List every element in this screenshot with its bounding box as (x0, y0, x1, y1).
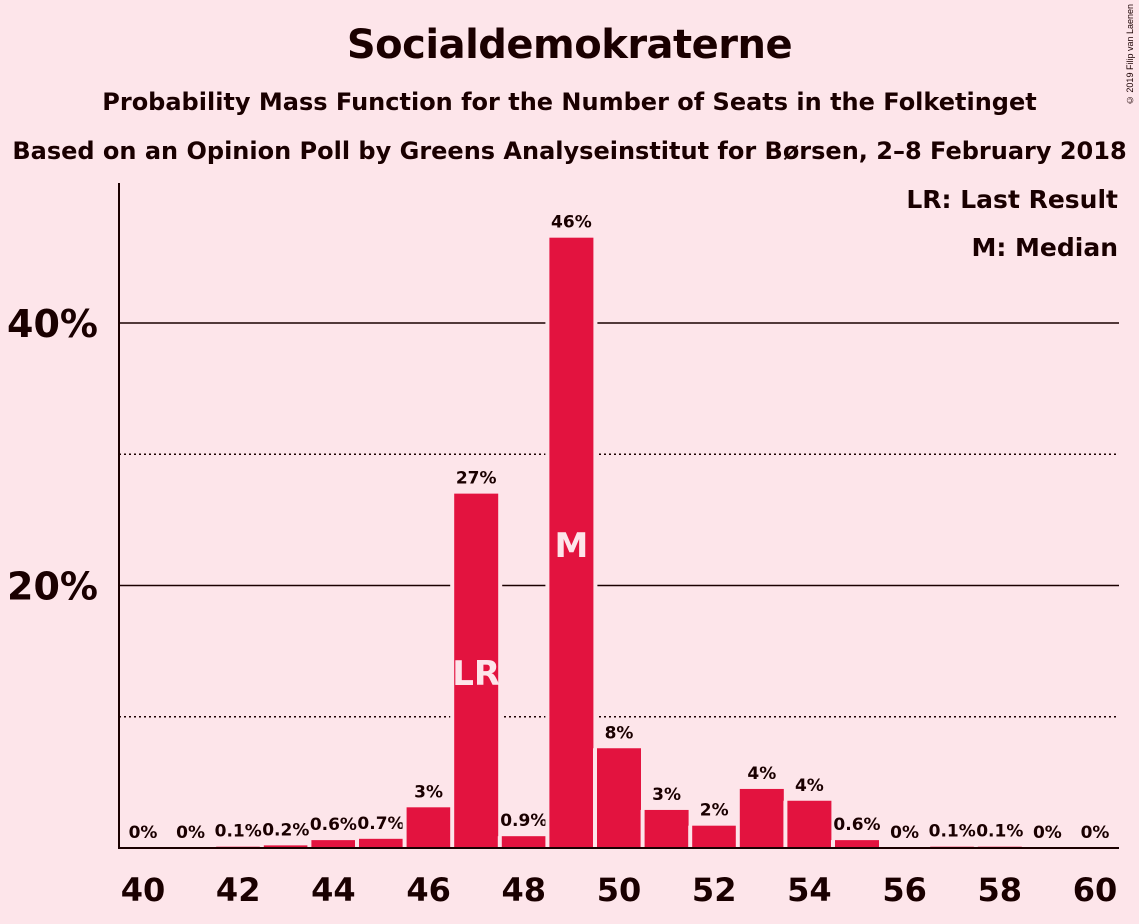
data-label-48: 0.9% (500, 811, 547, 831)
data-label-56: 0% (890, 823, 919, 843)
bar-55 (835, 840, 879, 848)
data-label-51: 3% (652, 785, 681, 805)
x-tick-label: 54 (787, 871, 832, 909)
bar-43 (263, 845, 308, 848)
data-label-49: 46% (551, 213, 592, 233)
bar-45 (359, 838, 403, 848)
x-tick-label: 52 (692, 871, 737, 909)
data-label-59: 0% (1033, 823, 1062, 843)
median-marker: M (554, 526, 588, 566)
data-label-42: 0.1% (215, 822, 262, 842)
y-tick-label: 40% (7, 302, 98, 346)
data-label-47: 27% (456, 469, 497, 489)
bar-54 (787, 800, 832, 848)
chart-title: Socialdemokraterne (346, 22, 793, 68)
x-tick-label: 58 (978, 871, 1023, 909)
bar-46 (406, 807, 451, 848)
x-tick-label: 48 (502, 871, 547, 909)
last-result-marker: LR (452, 654, 500, 694)
x-tick-label: 44 (311, 871, 356, 909)
bar-47 (454, 493, 499, 848)
data-label-52: 2% (700, 801, 729, 821)
data-label-60: 0% (1081, 823, 1110, 843)
data-label-45: 0.7% (357, 814, 404, 834)
bar-49 (549, 237, 594, 848)
x-tick-label: 50 (597, 871, 642, 909)
data-label-57: 0.1% (929, 822, 976, 842)
data-label-44: 0.6% (310, 815, 357, 835)
y-tick-label: 20% (7, 565, 98, 609)
chart-source-subtitle: Based on an Opinion Poll by Greens Analy… (12, 137, 1127, 165)
bar-51 (644, 809, 689, 848)
legend-median: M: Median (971, 233, 1118, 262)
bar-50 (597, 748, 641, 848)
data-label-55: 0.6% (833, 815, 880, 835)
data-label-53: 4% (747, 764, 776, 784)
chart-subtitle: Probability Mass Function for the Number… (102, 88, 1037, 116)
bar-48 (501, 836, 546, 848)
x-tick-label: 42 (216, 871, 261, 909)
data-label-58: 0.1% (976, 822, 1023, 842)
data-label-46: 3% (414, 782, 443, 802)
bar-53 (739, 788, 784, 848)
bar-44 (311, 840, 356, 848)
data-label-43: 0.2% (262, 820, 309, 840)
x-tick-label: 46 (406, 871, 451, 909)
x-tick-label: 60 (1073, 871, 1118, 909)
x-tick-label: 56 (882, 871, 927, 909)
data-label-41: 0% (176, 823, 205, 843)
data-label-50: 8% (605, 723, 634, 743)
data-label-40: 0% (129, 823, 158, 843)
x-tick-label: 40 (121, 871, 166, 909)
data-label-54: 4% (795, 776, 824, 796)
bar-52 (692, 825, 737, 848)
legend-last-result: LR: Last Result (906, 185, 1118, 214)
